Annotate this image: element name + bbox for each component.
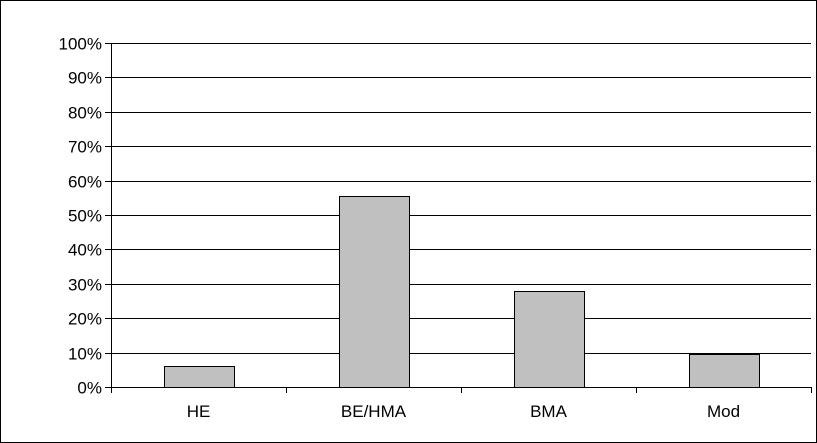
- y-tick-label: 30%: [68, 276, 102, 295]
- y-tick-label: 0%: [77, 379, 102, 398]
- y-tick-label: 40%: [68, 241, 102, 260]
- bar-he: [164, 366, 235, 388]
- y-tick-label: 20%: [68, 310, 102, 329]
- y-tick-label: 70%: [68, 138, 102, 157]
- y-tick-label: 90%: [68, 69, 102, 88]
- x-tick-label: BMA: [530, 402, 568, 421]
- y-tick-label: 100%: [59, 35, 102, 54]
- bar-mod: [689, 354, 760, 388]
- y-tick-label: 50%: [68, 207, 102, 226]
- y-tick-label: 80%: [68, 104, 102, 123]
- x-tick-label: HE: [187, 402, 211, 421]
- x-tick-label: BE/HMA: [341, 402, 407, 421]
- bar-bma: [514, 291, 585, 388]
- y-tick-label: 60%: [68, 173, 102, 192]
- y-tick-label: 10%: [68, 345, 102, 364]
- x-tick-label: Mod: [707, 402, 740, 421]
- bar-be-hma: [339, 196, 410, 388]
